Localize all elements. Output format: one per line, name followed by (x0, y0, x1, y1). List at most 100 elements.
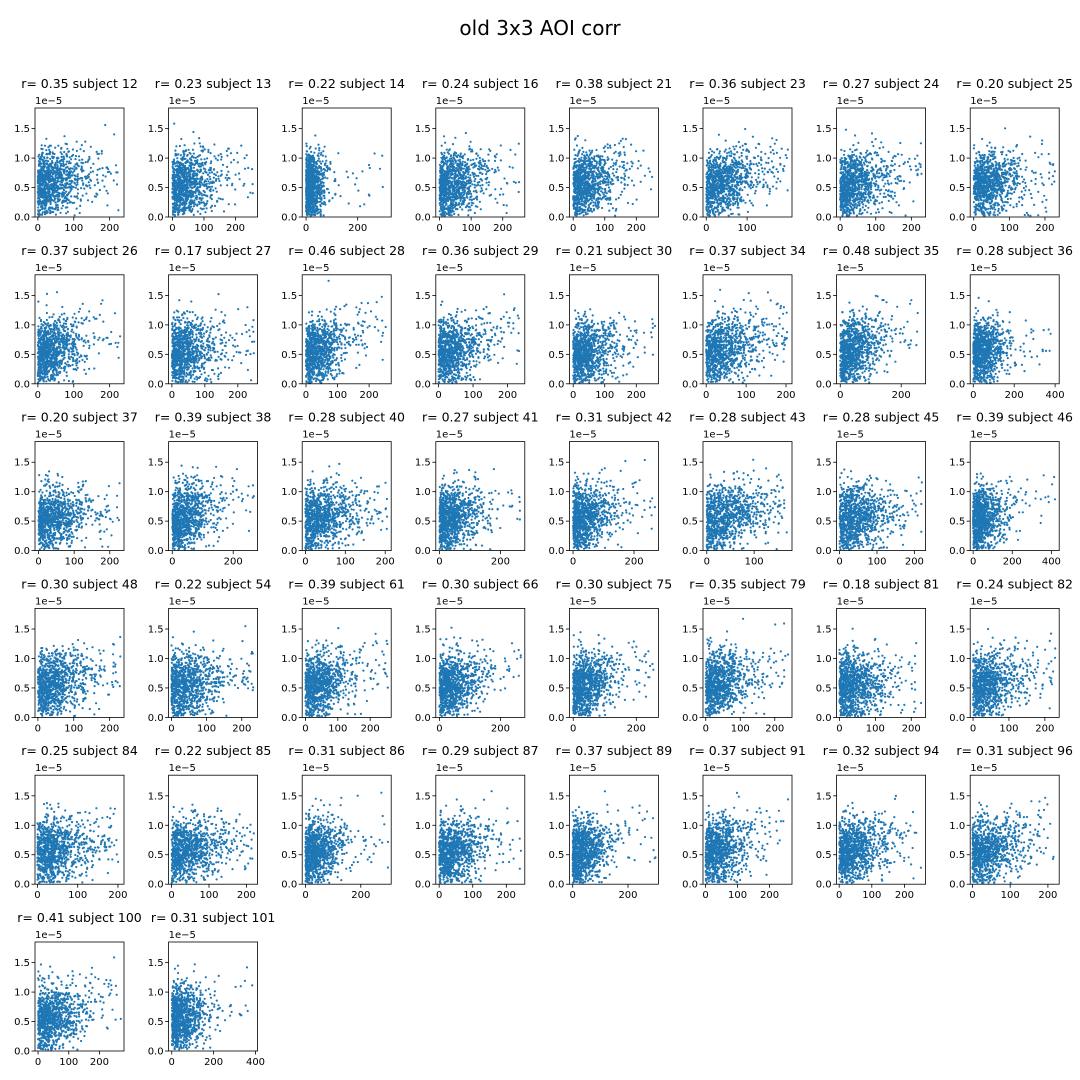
data-point (196, 183, 198, 185)
data-point (57, 194, 59, 196)
y-offset-label: 1e−5 (436, 96, 463, 107)
data-point (201, 208, 203, 210)
data-point (209, 172, 211, 174)
data-point (97, 169, 99, 171)
x-tick-label: 200 (100, 223, 119, 234)
data-point (236, 152, 238, 154)
data-point (479, 172, 481, 174)
data-point (252, 183, 254, 185)
y-tick-label: 1.5 (14, 124, 30, 135)
data-point (60, 181, 62, 183)
data-point (317, 212, 319, 214)
data-point (204, 158, 206, 160)
data-point (315, 194, 317, 196)
data-point (72, 174, 74, 176)
data-point (317, 186, 319, 188)
data-point (479, 157, 481, 159)
data-point (448, 149, 450, 151)
data-point (313, 152, 315, 154)
data-point (206, 207, 208, 209)
data-point (45, 183, 47, 185)
data-point (183, 150, 185, 152)
data-point (227, 171, 229, 173)
data-point (209, 197, 211, 199)
data-point (207, 174, 209, 176)
data-point (189, 192, 191, 194)
data-point (40, 187, 42, 189)
data-point (369, 167, 371, 169)
data-point (190, 199, 192, 201)
data-point (51, 172, 53, 174)
data-point (71, 188, 73, 190)
data-point (101, 167, 103, 169)
data-point (178, 206, 180, 208)
data-point (196, 205, 198, 207)
data-point (183, 208, 185, 210)
data-point (199, 142, 201, 144)
data-point (359, 205, 361, 207)
data-point (175, 165, 177, 167)
data-point (198, 155, 200, 157)
data-point (308, 188, 310, 190)
data-point (77, 178, 79, 180)
y-tick-label: 1.5 (281, 124, 297, 135)
data-point (337, 152, 339, 154)
data-point (207, 149, 209, 151)
data-point (193, 172, 195, 174)
data-point (72, 186, 74, 188)
data-point (71, 180, 73, 182)
data-point (307, 191, 309, 193)
data-point (240, 145, 242, 147)
data-point (175, 198, 177, 200)
data-point (180, 193, 182, 195)
data-point (211, 205, 213, 207)
data-point (470, 209, 472, 211)
data-point (64, 177, 66, 179)
data-point (81, 159, 83, 161)
data-point (47, 188, 49, 190)
data-point (193, 142, 195, 144)
data-point (190, 169, 192, 171)
data-point (485, 173, 487, 175)
data-point (186, 161, 188, 163)
data-point (328, 192, 330, 194)
data-point (202, 146, 204, 148)
data-point (216, 191, 218, 193)
data-point (334, 194, 336, 196)
data-point (456, 204, 458, 206)
data-point (488, 184, 490, 186)
data-point (43, 190, 45, 192)
data-point (308, 210, 310, 212)
data-point (475, 158, 477, 160)
data-point (174, 150, 176, 152)
data-point (70, 195, 72, 197)
y-tick-label: 0.0 (281, 213, 297, 224)
data-point (464, 197, 466, 199)
data-point (85, 178, 87, 180)
data-point (188, 179, 190, 181)
data-point (226, 155, 228, 157)
x-tick-label: 200 (348, 223, 367, 234)
data-point (331, 197, 333, 199)
data-point (314, 170, 316, 172)
data-point (221, 173, 223, 175)
data-point (181, 159, 183, 161)
data-point (117, 209, 119, 211)
data-point (475, 175, 477, 177)
data-point (190, 181, 192, 183)
data-point (78, 159, 80, 161)
data-point (53, 199, 55, 201)
y-offset-label: 1e−5 (35, 96, 62, 107)
data-point (69, 156, 71, 158)
data-point (185, 188, 187, 190)
data-point (56, 180, 58, 182)
data-point (317, 178, 319, 180)
x-tick-label: 0 (35, 223, 41, 234)
data-point (78, 165, 80, 167)
data-point (66, 206, 68, 208)
data-point (63, 199, 65, 201)
data-point (470, 195, 472, 197)
data-point (50, 164, 52, 166)
data-point (233, 159, 235, 161)
data-point (318, 158, 320, 160)
